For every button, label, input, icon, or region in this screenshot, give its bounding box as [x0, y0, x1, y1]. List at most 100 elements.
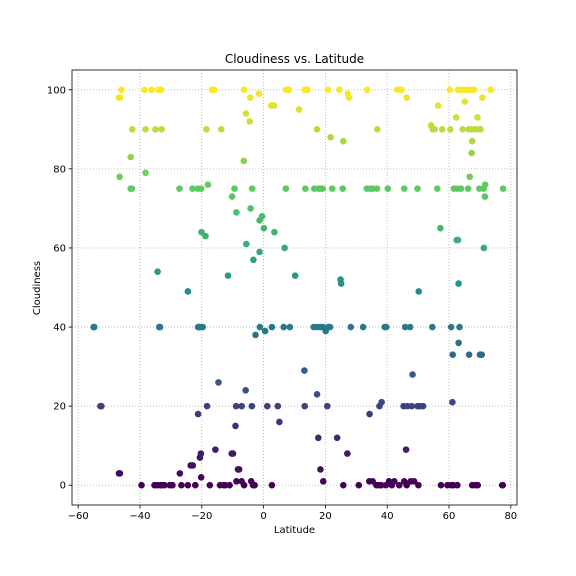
data-point — [347, 323, 355, 331]
data-point — [142, 169, 149, 177]
data-point — [408, 402, 415, 410]
data-point — [403, 481, 410, 489]
data-point — [456, 323, 463, 331]
data-point — [454, 236, 462, 244]
data-point — [401, 323, 409, 331]
data-point — [474, 114, 481, 121]
data-point — [189, 185, 196, 192]
data-point — [437, 224, 444, 232]
axis-ticks: −60 −40 −20 0 20 40 60 80 0 20 40 60 80 100 — [47, 85, 517, 522]
data-point — [242, 387, 249, 394]
data-point — [240, 481, 248, 489]
data-point — [229, 450, 237, 457]
data-point — [178, 481, 185, 489]
data-point — [152, 126, 159, 133]
data-point — [276, 418, 283, 426]
chart-title: Cloudiness vs. Latitude — [225, 52, 364, 66]
data-point — [246, 118, 253, 125]
data-point — [203, 402, 211, 410]
data-point — [238, 402, 245, 410]
data-point — [465, 351, 473, 359]
data-point — [487, 86, 495, 94]
data-point — [431, 126, 439, 133]
data-point — [374, 126, 381, 133]
data-point — [281, 244, 288, 252]
data-point — [212, 446, 219, 453]
data-point — [256, 248, 263, 256]
data-point — [452, 114, 460, 121]
data-point — [429, 323, 436, 331]
data-point — [468, 149, 475, 157]
data-point — [291, 272, 299, 279]
data-point — [457, 185, 465, 192]
data-point — [128, 185, 136, 192]
data-point — [116, 173, 123, 181]
data-point — [198, 228, 205, 236]
x-tick-label: 0 — [260, 511, 266, 522]
data-point — [400, 185, 408, 192]
data-point — [206, 481, 214, 489]
data-point — [115, 470, 123, 477]
y-tick-label: 60 — [53, 243, 66, 254]
data-point — [224, 272, 232, 279]
data-point — [176, 470, 184, 477]
data-point — [480, 244, 488, 252]
data-point — [280, 323, 287, 331]
data-point — [419, 402, 427, 410]
data-point — [226, 481, 233, 489]
data-point — [184, 481, 192, 489]
x-tick-label: −60 — [68, 511, 89, 522]
data-point — [447, 323, 455, 331]
data-point — [409, 371, 416, 378]
data-point — [459, 126, 466, 133]
data-point — [169, 481, 176, 489]
data-point — [250, 256, 257, 264]
data-point — [302, 185, 309, 192]
data-point — [415, 481, 422, 489]
data-point — [314, 434, 322, 442]
data-point — [295, 106, 303, 113]
data-point — [215, 379, 222, 386]
data-point — [231, 185, 238, 192]
data-point — [142, 126, 149, 133]
data-point — [366, 410, 373, 418]
data-point — [127, 153, 135, 161]
y-tick-label: 100 — [47, 85, 66, 96]
y-axis-label: Cloudiness — [32, 261, 43, 315]
data-point — [192, 481, 199, 489]
data-point — [274, 402, 282, 410]
data-point — [301, 402, 308, 410]
data-point — [406, 323, 414, 331]
y-tick-label: 20 — [53, 402, 66, 413]
data-point — [115, 94, 123, 101]
data-point — [264, 402, 271, 410]
data-point — [301, 367, 308, 374]
data-point — [203, 126, 210, 133]
data-point — [464, 185, 472, 192]
data-point — [455, 280, 462, 287]
data-point — [454, 481, 461, 489]
data-point — [477, 126, 484, 133]
data-point — [340, 137, 347, 145]
data-points — [90, 86, 507, 489]
data-point — [270, 102, 278, 109]
data-point — [355, 481, 363, 489]
data-point — [378, 398, 385, 406]
data-point — [148, 86, 156, 94]
data-point — [395, 481, 403, 489]
data-point — [286, 323, 294, 331]
data-point — [313, 390, 321, 398]
data-point — [336, 86, 343, 94]
plot-frame — [71, 69, 518, 506]
x-tick-label: −40 — [129, 511, 150, 522]
data-point — [337, 280, 345, 287]
data-point — [446, 126, 454, 133]
data-point — [304, 86, 311, 94]
data-point — [468, 137, 476, 145]
data-point — [323, 402, 331, 410]
data-point — [437, 481, 445, 489]
data-point — [344, 450, 351, 457]
data-point — [248, 185, 256, 192]
